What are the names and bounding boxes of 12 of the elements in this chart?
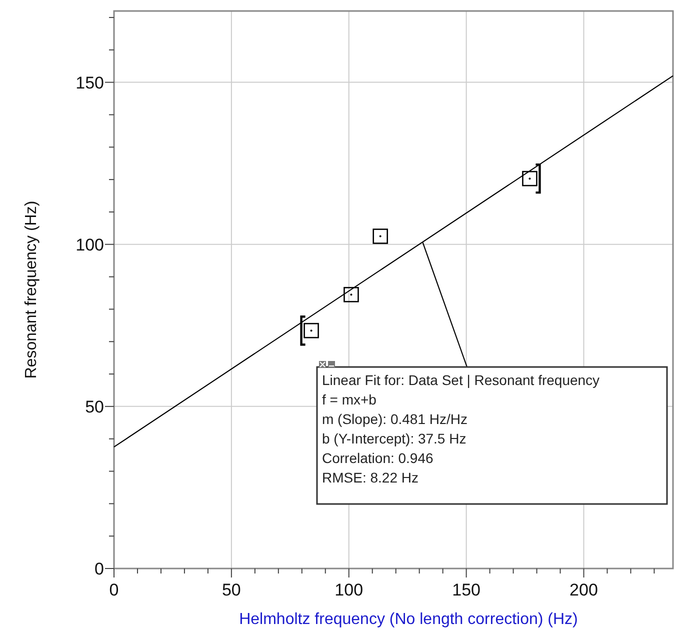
x-tick-label: 100 bbox=[334, 580, 364, 600]
x-tick-label: 200 bbox=[570, 580, 598, 600]
y-axis-title: Resonant frequency (Hz) bbox=[23, 200, 40, 379]
annotation: Linear Fit for: Data Set | Resonant frequency f = mx+b m (Slope): 0.481 Hz/Hz b (Y-Intercept): 37.5 Hz Correlation: 0.946 RMSE: 8.22 Hz bbox=[322, 372, 600, 486]
y-tick-label: 150 bbox=[76, 73, 104, 92]
x-axis-title: Helmholtz frequency (No length correction) (Hz) bbox=[239, 611, 578, 628]
x-tick-label: 150 bbox=[452, 580, 480, 600]
y-tick-label: 50 bbox=[85, 397, 104, 416]
x-tick-label: 50 bbox=[222, 580, 241, 600]
y-tick-label: 100 bbox=[76, 235, 104, 254]
x-tick-label: 0 bbox=[109, 580, 119, 600]
y-tick-label: 0 bbox=[94, 560, 104, 578]
